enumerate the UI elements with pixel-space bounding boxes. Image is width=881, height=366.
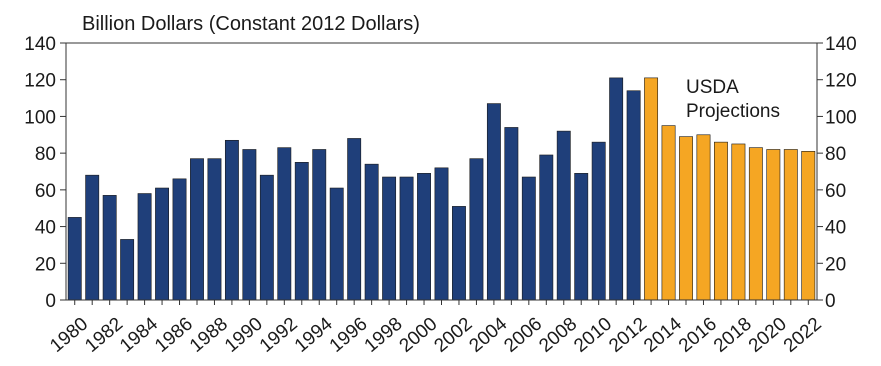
historical-bar-1991 (259, 174, 274, 301)
left-y-tick-label: 40 (35, 218, 56, 239)
projection-bar-2021 (783, 149, 798, 301)
historical-bar-2000 (417, 173, 431, 301)
right-y-tick-label: 100 (825, 107, 857, 128)
projections-annotation: USDA Projections (686, 77, 780, 122)
projection-bar-2015 (679, 136, 693, 301)
historical-bar-1996 (347, 138, 362, 301)
right-y-tick-label: 40 (825, 218, 846, 239)
left-y-tick-label: 20 (35, 254, 56, 275)
historical-bar-1999 (399, 176, 414, 301)
x-tick-label: 2004 (465, 313, 511, 357)
projection-bar-2017 (714, 141, 728, 301)
bars-group (67, 77, 816, 301)
x-tick-label: 2022 (780, 314, 826, 357)
plot-frame (65, 42, 818, 301)
right-y-tick-label: 140 (825, 34, 857, 55)
x-tick-label: 2014 (640, 313, 686, 357)
historical-bar-2008 (556, 130, 571, 301)
historical-bar-2002 (452, 206, 466, 301)
x-axis: 1980198219841986198819901992199419961998… (46, 300, 826, 357)
x-tick-label: 1994 (291, 313, 337, 357)
projection-bar-2014 (661, 125, 676, 301)
x-tick-label: 2016 (675, 314, 721, 357)
historical-bar-2003 (469, 158, 484, 301)
annotation-line-2: Projections (686, 101, 780, 122)
projection-bar-2016 (696, 134, 711, 301)
historical-bar-2006 (521, 176, 536, 301)
projection-bar-2013 (644, 77, 659, 301)
x-tick-label: 1992 (256, 314, 302, 357)
projection-bar-2020 (766, 149, 781, 301)
x-tick-label: 1986 (151, 314, 197, 357)
historical-bar-1993 (294, 162, 309, 301)
historical-bar-1980 (67, 217, 82, 301)
projection-bar-2019 (748, 147, 763, 301)
x-tick-label: 2010 (570, 314, 616, 357)
left-y-tick-label: 80 (35, 144, 56, 165)
left-y-tick-label: 60 (35, 181, 56, 202)
historical-bar-2001 (434, 167, 449, 301)
right-y-tick-label: 0 (825, 291, 836, 312)
x-tick-label: 2006 (500, 314, 546, 357)
right-y-tick-label: 120 (825, 71, 857, 92)
x-tick-label: 2020 (745, 314, 791, 357)
x-tick-label: 1982 (81, 314, 127, 357)
x-tick-label: 1998 (361, 314, 407, 357)
projection-bar-2022 (801, 151, 816, 301)
right-y-axis: 0 20 40 60 80 100 120 140 (817, 34, 857, 312)
annotation-line-1: USDA (686, 77, 739, 98)
historical-bar-2004 (486, 103, 501, 301)
left-y-tick-label: 100 (24, 107, 56, 128)
left-y-tick-label: 0 (45, 291, 56, 312)
x-tick-label: 1996 (326, 314, 372, 357)
x-tick-label: 1990 (221, 314, 267, 357)
historical-bar-1985 (155, 187, 169, 301)
right-y-tick-label: 80 (825, 144, 846, 165)
historical-bar-1992 (277, 147, 292, 301)
x-tick-label: 2002 (431, 314, 477, 357)
historical-bar-1982 (102, 195, 117, 301)
historical-bar-2005 (504, 127, 519, 301)
x-tick-label: 1980 (46, 314, 92, 357)
historical-bar-1981 (85, 174, 100, 301)
left-y-tick-label: 120 (24, 71, 56, 92)
historical-bar-1987 (190, 158, 204, 301)
x-tick-label: 1988 (186, 314, 232, 357)
historical-bar-1983 (120, 239, 135, 301)
x-tick-label: 2008 (535, 314, 581, 357)
x-tick-label: 2000 (396, 314, 442, 357)
right-y-tick-label: 60 (825, 181, 846, 202)
historical-bar-1986 (172, 178, 187, 301)
left-y-axis: 0 20 40 60 80 100 120 140 (24, 34, 66, 312)
historical-bar-1998 (382, 176, 397, 301)
historical-bar-2010 (591, 141, 606, 301)
historical-bar-1984 (137, 193, 152, 301)
historical-bar-1990 (242, 149, 257, 301)
x-tick-label: 2018 (710, 314, 756, 357)
historical-bar-2012 (626, 90, 641, 301)
right-y-tick-label: 20 (825, 254, 846, 275)
historical-bar-1997 (364, 163, 379, 301)
historical-bar-1994 (312, 149, 327, 301)
left-y-tick-label: 140 (24, 34, 56, 55)
chart-title: Billion Dollars (Constant 2012 Dollars) (82, 13, 420, 35)
historical-bar-1995 (329, 187, 344, 301)
x-tick-label: 1984 (116, 313, 162, 357)
projection-bar-2018 (731, 143, 746, 301)
historical-bar-1988 (207, 158, 222, 301)
x-tick-label: 2012 (605, 314, 651, 357)
historical-bar-2007 (539, 154, 554, 301)
historical-bar-2009 (574, 173, 589, 301)
historical-bar-2011 (609, 77, 624, 301)
historical-bar-1989 (224, 139, 239, 301)
